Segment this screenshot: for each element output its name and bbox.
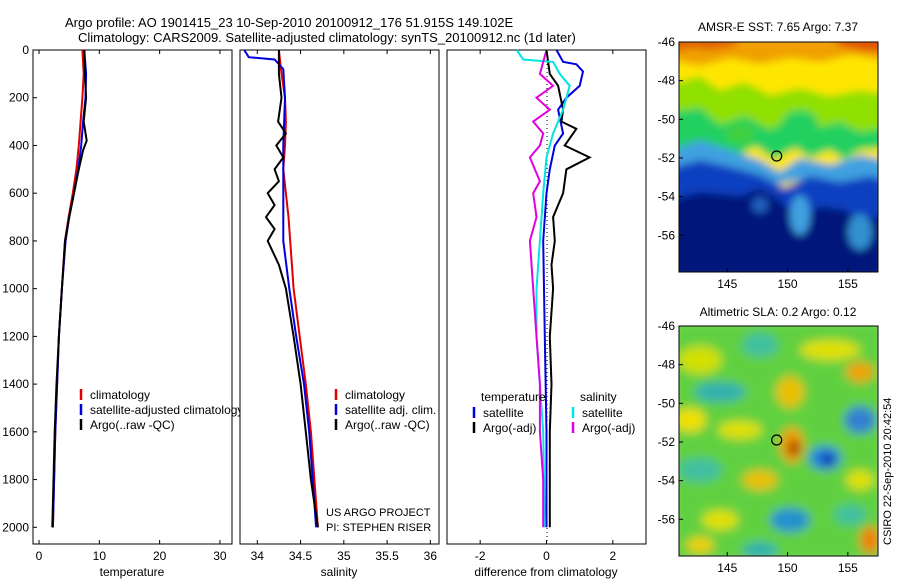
sla-map-ytick-label: -46 [658,319,676,333]
sla-map-title: Altimetric SLA: 0.2 Argo: 0.12 [700,305,857,319]
temperature-xtick-label: 0 [36,549,43,563]
salinity-series-2 [243,49,318,528]
sla-heatmap [679,326,878,556]
temperature-xtick-label: 20 [153,549,167,563]
sla-map-panel: Altimetric SLA: 0.2 Argo: 0.12 [658,305,879,575]
sst-map-xtick-label: 150 [778,277,798,291]
temperature-ytick-label: 0 [22,43,29,57]
temperature-ytick-label: 1400 [2,377,29,391]
difference-xtick-label: -2 [475,549,486,563]
salinity-xtick-label: 35.5 [375,549,399,563]
difference-xtick-label: 2 [609,549,616,563]
legend-label: Argo(..raw -QC) [90,418,175,432]
sst-map-xtick-label: 145 [717,277,737,291]
legend-label: satellite-adjusted climatology [90,403,243,417]
salinity-xtick-label: 36 [424,549,438,563]
sla-map-ytick-label: -48 [658,358,676,372]
sst-map-ytick-label: -54 [658,190,676,204]
legend-label: Argo(-adj) [582,421,635,435]
salinity-xtick-label: 34.5 [289,549,313,563]
figure-title-line2: Climatology: CARS2009. Satellite-adjuste… [78,30,576,45]
sla-map-xtick-label: 145 [717,561,737,575]
legend-label: satellite adj. clim. [345,403,436,417]
temperature-ytick-label: 1600 [2,425,29,439]
temperature-ytick-label: 200 [9,91,29,105]
sla-map-ytick-label: -54 [658,474,676,488]
temperature-ytick-label: 1200 [2,329,29,343]
sla-map-ytick-label: -50 [658,396,676,410]
salinity-xtick-label: 35 [337,549,351,563]
temperature-ytick-label: 1800 [2,473,29,487]
project-annotation-line1: US ARGO PROJECT [326,507,431,519]
sst-heatmap [679,42,878,272]
legend-label: Argo(..raw -QC) [345,418,430,432]
figure-title-line1: Argo profile: AO 1901415_23 10-Sep-2010 … [65,15,513,30]
sst-map-ytick-label: -52 [658,151,676,165]
sla-map-xtick-label: 150 [778,561,798,575]
project-annotation-line2: PI: STEPHEN RISER [326,522,431,534]
salinity-xlabel: salinity [321,565,358,579]
sst-map-frame [678,41,879,273]
difference-legend: temperature salinitysatelliteArgo(-adj)sa… [472,390,635,435]
legend-label: satellite [582,406,623,420]
argo-float-marker [771,434,783,446]
sst-map-ytick-label: -56 [658,228,676,242]
difference-xlabel: difference from climatology [474,565,617,579]
legend-label: climatology [345,388,405,402]
temperature-xtick-label: 30 [213,549,227,563]
temperature-ytick-label: 600 [9,186,29,200]
temperature-ytick-label: 400 [9,138,29,152]
sst-map-ytick-label: -48 [658,74,676,88]
temperature-xlabel: temperature [100,565,165,579]
salinity-series-3 [264,50,319,528]
sst-map-ytick-label: -46 [658,35,676,49]
legend-label: satellite [483,406,524,420]
difference-xtick-label: 0 [543,549,550,563]
temperature-series-3 [51,49,88,528]
argo-float-marker [771,150,783,162]
temperature-axes-box [32,49,233,545]
difference-panel: -2 0 2 difference from climatology tempera… [446,49,647,579]
difference-series-1 [542,49,585,528]
legend-header: temperature [481,390,546,404]
legend-header: salinity [580,390,617,404]
temperature-ytick-label: 2000 [2,520,29,534]
sst-map-xtick-label: 155 [838,277,858,291]
timestamp-side-text: CSIRO 22-Sep-2010 20:42:54 [882,398,894,545]
salinity-xtick-label: 34 [251,549,265,563]
sst-map-panel: AMSR-E SST: 7.65 Argo: 7.37 145 150 155 -46 [658,20,879,291]
sst-map-title: AMSR-E SST: 7.65 Argo: 7.37 [698,20,858,34]
sla-map-ytick-label: -52 [658,435,676,449]
sla-map-ytick-label: -56 [658,512,676,526]
legend-label: Argo(-adj) [483,421,536,435]
temperature-xtick-label: 10 [93,549,107,563]
difference-series-4 [528,49,555,528]
legend-label: climatology [90,388,150,402]
temperature-panel: 0 10 20 30 0 200 400 600 800 1000 1200 1400 1600 1800… [2,43,243,579]
salinity-axes-box [239,49,440,545]
salinity-panel: 34 34.5 35 35.5 36 salinity climatologysatel… [239,49,440,579]
sst-map-ytick-label: -50 [658,112,676,126]
sla-map-xtick-label: 155 [838,561,858,575]
temperature-ytick-label: 800 [9,234,29,248]
sla-map-frame [678,325,879,557]
temperature-ytick-label: 1000 [2,282,29,296]
